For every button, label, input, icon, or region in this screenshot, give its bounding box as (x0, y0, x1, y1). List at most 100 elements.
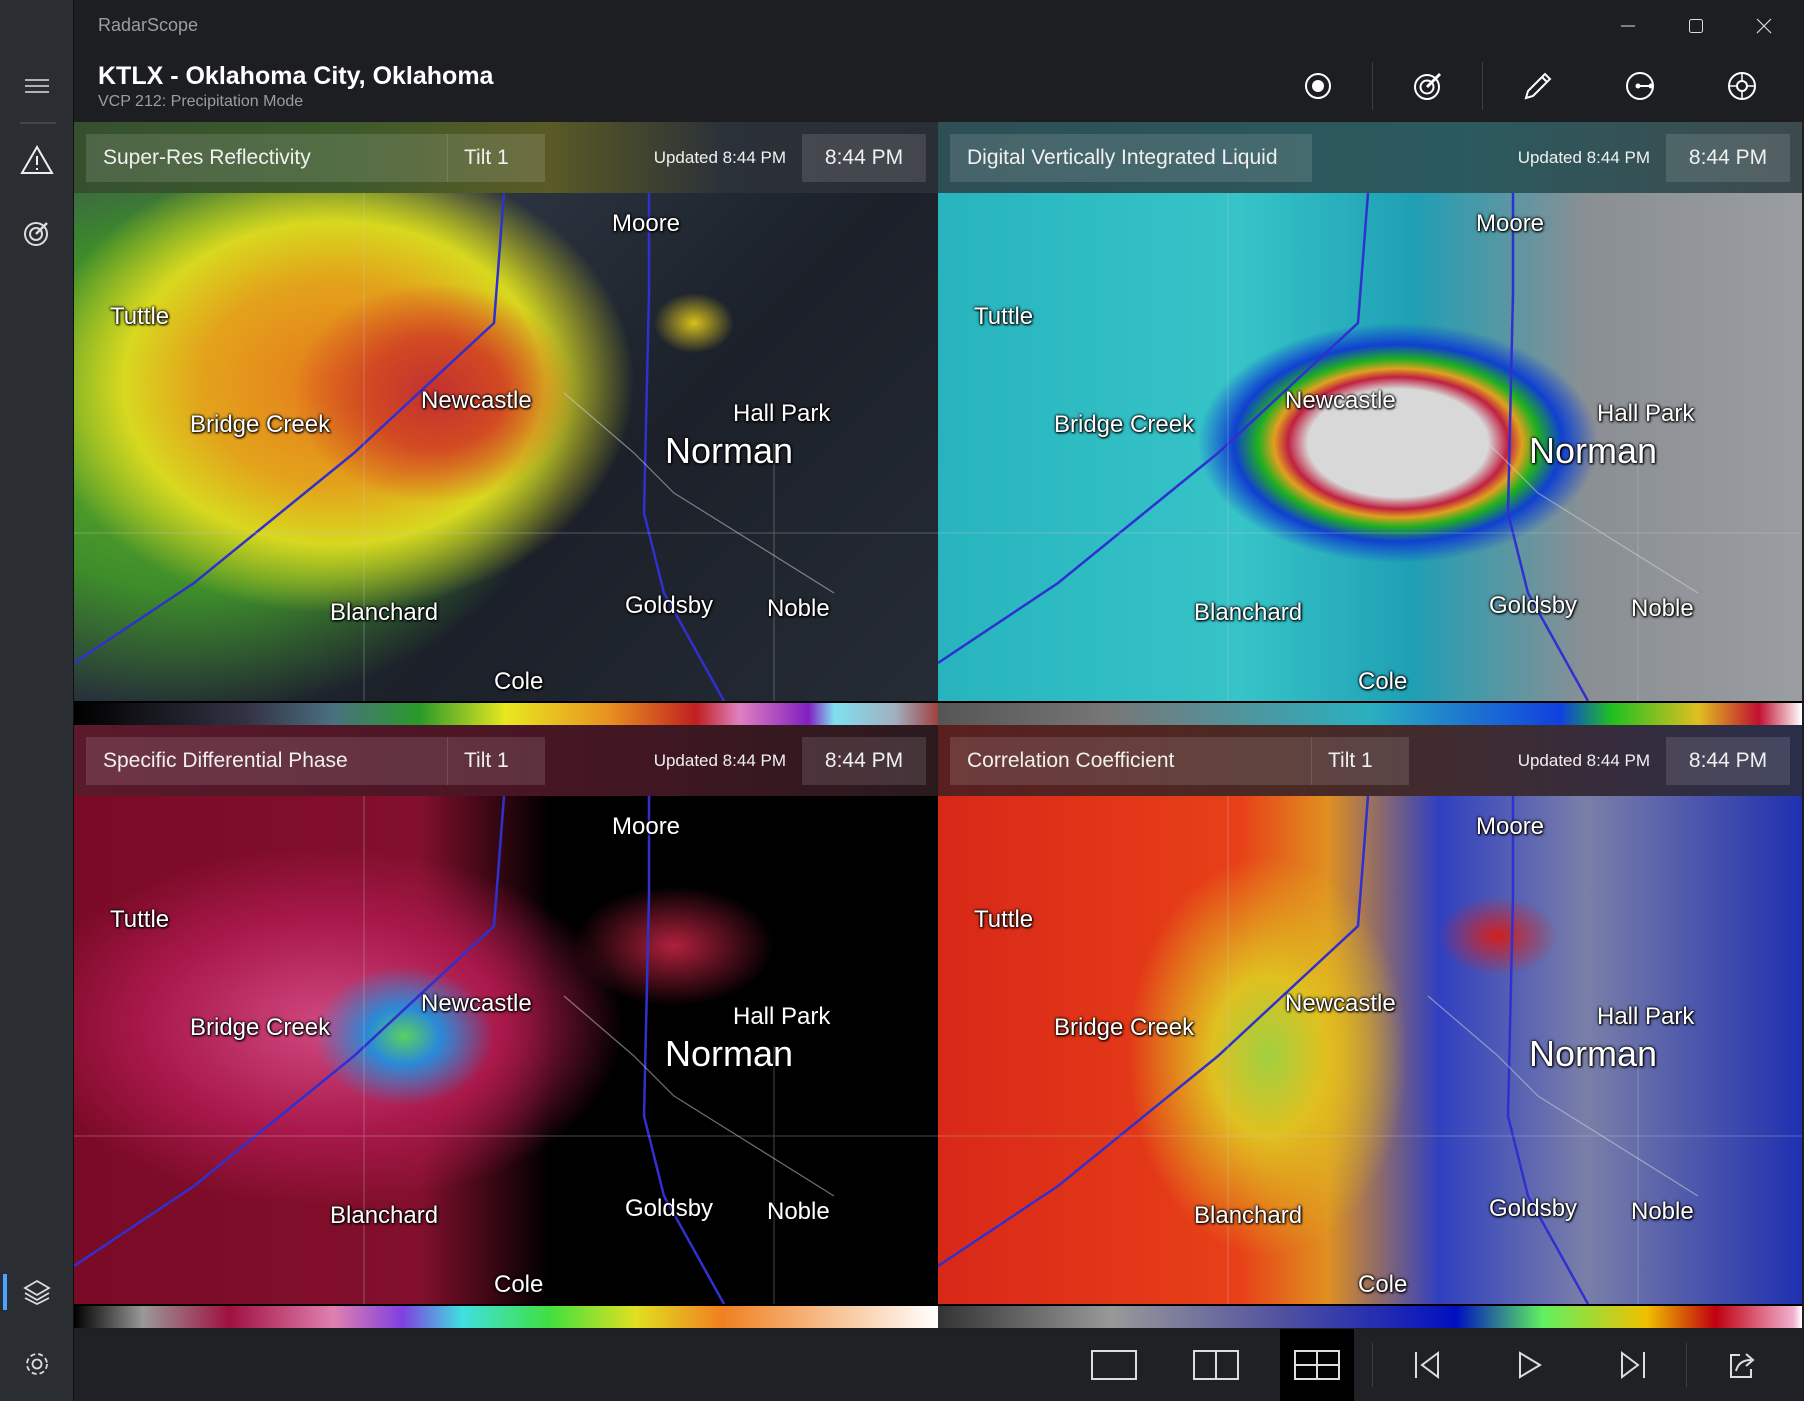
radar-panel[interactable]: Specific Differential Phase Tilt 1 Updat… (74, 725, 938, 1328)
title-bar: RadarScope (74, 0, 1804, 50)
location-line-icon (1626, 72, 1654, 100)
map-label: Hall Park (733, 400, 831, 427)
map-label: Goldsby (625, 1195, 714, 1222)
distance-button[interactable] (1610, 56, 1670, 116)
tilt-selector[interactable]: Tilt 1 (1311, 737, 1409, 785)
map-label: Norman (1529, 1033, 1658, 1074)
divider (1372, 1343, 1373, 1387)
locate-button[interactable] (1712, 56, 1772, 116)
map-label: Hall Park (1597, 1003, 1695, 1030)
radar-map[interactable]: Moore Tuttle Bridge Creek Newcastle Hall Par… (938, 193, 1802, 701)
menu-button[interactable] (0, 56, 74, 116)
settings-button[interactable] (0, 1334, 74, 1394)
map-label: Cole (494, 668, 544, 695)
skip-forward-icon (1621, 1351, 1645, 1379)
skip-back-icon (1415, 1351, 1439, 1379)
map-label: Blanchard (1194, 1202, 1303, 1229)
map-label: Moore (1476, 813, 1545, 840)
radar-panel[interactable]: Digital Vertically Integrated Liquid Upd… (938, 122, 1802, 725)
updated-time: Updated 8:44 PM (1517, 148, 1650, 167)
share-icon (1730, 1353, 1755, 1378)
tilt-selector[interactable]: Tilt 1 (447, 134, 545, 182)
maximize-button[interactable] (1666, 8, 1726, 44)
updated-time: Updated 8:44 PM (653, 751, 786, 770)
tilt-selector[interactable]: Tilt 1 (447, 737, 545, 785)
map-label: Newcastle (421, 990, 532, 1017)
radar-button[interactable] (0, 203, 74, 263)
radar-icon (1414, 72, 1442, 100)
map-roads (938, 796, 1802, 1304)
single-panel-button[interactable] (1064, 1329, 1164, 1401)
share-button[interactable] (1692, 1329, 1792, 1401)
menu-icon (25, 79, 49, 93)
map-roads (74, 193, 938, 701)
frame-time[interactable]: 8:44 PM (802, 134, 926, 182)
next-frame-button[interactable] (1582, 1329, 1682, 1401)
map-label: Norman (665, 430, 794, 471)
map-label: Goldsby (1489, 1195, 1578, 1222)
color-scale (938, 1304, 1802, 1328)
radar-icon (24, 222, 48, 246)
map-label: Bridge Creek (190, 411, 331, 438)
divider (1482, 62, 1483, 110)
record-button[interactable] (1288, 56, 1348, 116)
divider (1686, 1343, 1687, 1387)
map-label: Tuttle (974, 303, 1034, 330)
map-label: Bridge Creek (190, 1014, 331, 1041)
pencil-icon (1524, 72, 1552, 100)
map-label: Cole (1358, 668, 1408, 695)
close-icon (1756, 18, 1772, 34)
minimize-button[interactable] (1598, 8, 1658, 44)
selection-indicator (3, 1274, 7, 1310)
color-scale (938, 701, 1802, 725)
color-scale (74, 701, 938, 725)
frame-time[interactable]: 8:44 PM (1666, 134, 1790, 182)
warnings-button[interactable] (0, 130, 74, 190)
product-selector[interactable]: Correlation Coefficient (950, 737, 1312, 785)
product-selector[interactable]: Digital Vertically Integrated Liquid (950, 134, 1312, 182)
record-icon (1305, 73, 1331, 99)
layers-button[interactable] (0, 1262, 74, 1322)
color-scale (74, 1304, 938, 1328)
app-name: RadarScope (98, 15, 199, 35)
page-title: KTLX - Oklahoma City, Oklahoma (98, 62, 494, 90)
frame-time[interactable]: 8:44 PM (1666, 737, 1790, 785)
close-button[interactable] (1734, 8, 1794, 44)
product-selector[interactable]: Super-Res Reflectivity (86, 134, 448, 182)
two-panel-button[interactable] (1166, 1329, 1266, 1401)
previous-frame-button[interactable] (1378, 1329, 1478, 1401)
four-panel-icon (1294, 1350, 1340, 1380)
map-label: Blanchard (330, 599, 439, 626)
map-label: Noble (1631, 1198, 1694, 1225)
radar-panel[interactable]: Super-Res Reflectivity Tilt 1 Updated 8:… (74, 122, 938, 725)
four-panel-button[interactable] (1280, 1329, 1354, 1401)
product-selector[interactable]: Specific Differential Phase (86, 737, 448, 785)
map-label: Cole (494, 1271, 544, 1298)
play-icon (1519, 1351, 1542, 1379)
map-label: Moore (1476, 210, 1545, 237)
map-label: Goldsby (625, 592, 714, 619)
frame-time[interactable]: 8:44 PM (802, 737, 926, 785)
radar-map[interactable]: Moore Tuttle Bridge Creek Newcastle Hall Par… (938, 796, 1802, 1304)
crosshair-icon (1728, 72, 1756, 100)
maximize-icon (1689, 19, 1703, 33)
panel-header: Digital Vertically Integrated Liquid Upd… (938, 122, 1802, 193)
divider (20, 122, 56, 124)
play-button[interactable] (1480, 1329, 1580, 1401)
updated-time: Updated 8:44 PM (653, 148, 786, 167)
radar-map[interactable]: Moore Tuttle Bridge Creek Newcastle Hall Par… (74, 796, 938, 1304)
map-label: Cole (1358, 1271, 1408, 1298)
map-label: Blanchard (1194, 599, 1303, 626)
map-label: Norman (665, 1033, 794, 1074)
map-label: Newcastle (1285, 990, 1396, 1017)
map-label: Moore (612, 210, 681, 237)
map-label: Noble (767, 595, 830, 622)
radar-tool-button[interactable] (1398, 56, 1458, 116)
radar-map[interactable]: Moore Tuttle Bridge Creek Newcastle Hall Par… (74, 193, 938, 701)
map-label: Goldsby (1489, 592, 1578, 619)
single-panel-icon (1091, 1350, 1137, 1380)
draw-button[interactable] (1508, 56, 1568, 116)
layers-icon (23, 1279, 51, 1305)
radar-panel[interactable]: Correlation Coefficient Tilt 1 Updated 8… (938, 725, 1802, 1328)
map-label: Bridge Creek (1054, 1014, 1195, 1041)
